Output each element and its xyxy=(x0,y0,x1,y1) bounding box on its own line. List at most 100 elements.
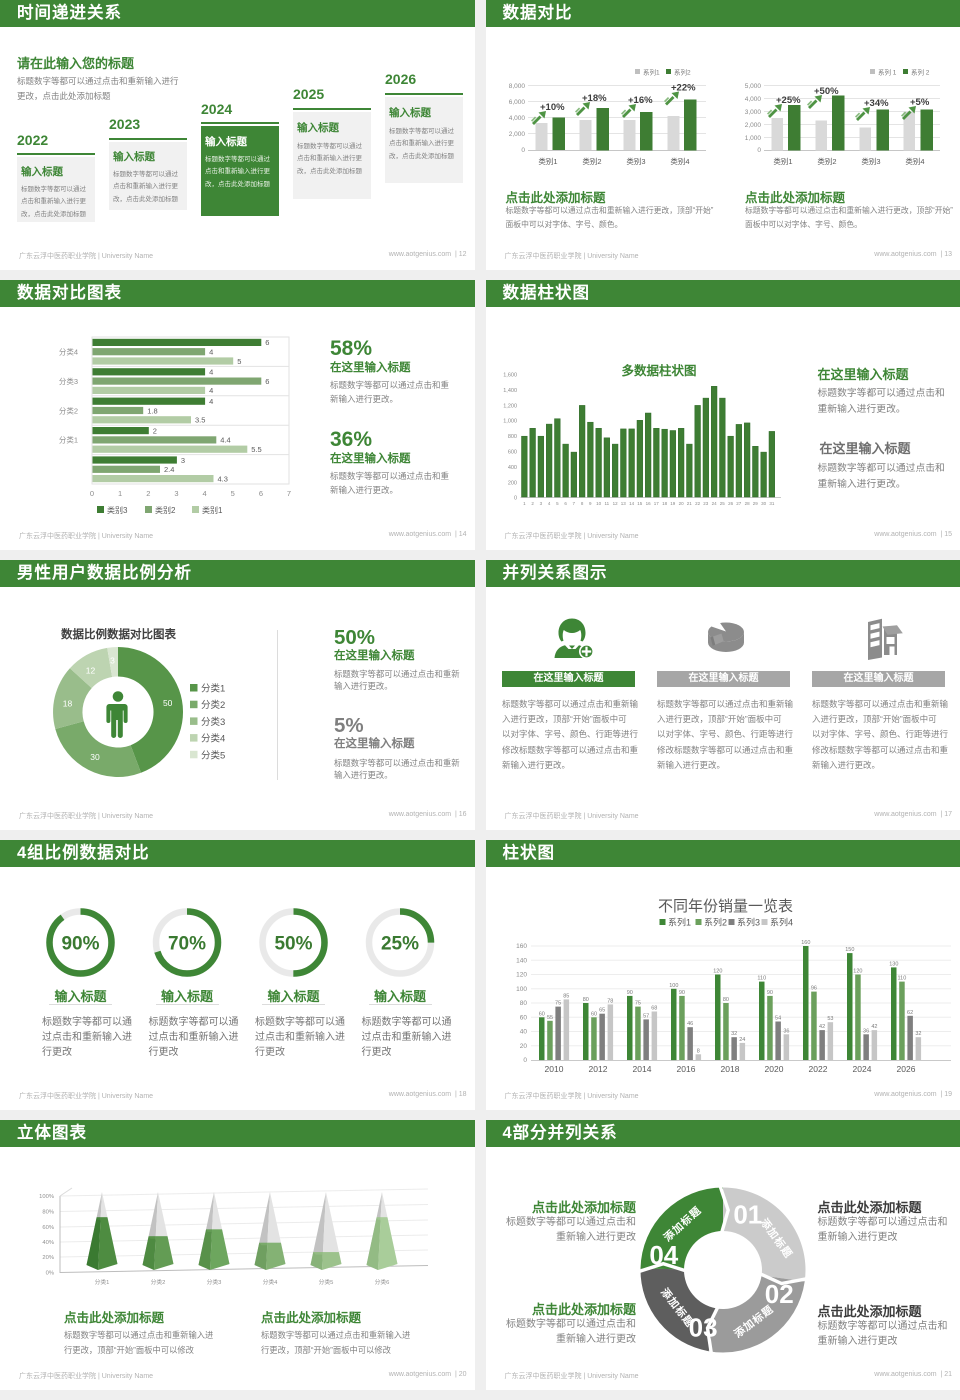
svg-text:4.3: 4.3 xyxy=(218,474,228,483)
svg-text:36: 36 xyxy=(783,1028,789,1034)
svg-text:6: 6 xyxy=(265,377,269,386)
svg-text:类别3: 类别3 xyxy=(107,505,128,515)
svg-text:60: 60 xyxy=(590,1011,596,1017)
svg-text:+18%: +18% xyxy=(582,93,607,104)
svg-text:1,000: 1,000 xyxy=(503,419,517,425)
svg-text:8,000: 8,000 xyxy=(508,83,525,90)
svg-text:7: 7 xyxy=(287,489,291,498)
svg-text:3.5: 3.5 xyxy=(195,416,205,425)
svg-text:分类5: 分类5 xyxy=(319,1278,334,1286)
svg-text:400: 400 xyxy=(507,465,516,471)
svg-text:12: 12 xyxy=(612,501,618,506)
svg-text:50%: 50% xyxy=(274,934,312,955)
svg-text:85: 85 xyxy=(563,993,569,999)
svg-text:5: 5 xyxy=(237,357,241,366)
svg-text:32: 32 xyxy=(915,1031,921,1037)
svg-text:类别4: 类别4 xyxy=(905,156,924,166)
svg-text:42: 42 xyxy=(871,1024,877,1030)
svg-text:类别2: 类别2 xyxy=(582,156,601,166)
svg-text:100%: 100% xyxy=(39,1194,54,1200)
svg-text:600: 600 xyxy=(507,450,516,456)
svg-text:24: 24 xyxy=(711,501,717,506)
svg-text:系列2: 系列2 xyxy=(674,68,691,77)
svg-text:57: 57 xyxy=(643,1013,649,1019)
svg-text:系列 1: 系列 1 xyxy=(878,68,897,77)
svg-text:0: 0 xyxy=(757,147,761,154)
svg-text:分类2: 分类2 xyxy=(151,1278,166,1286)
svg-text:分类3: 分类3 xyxy=(207,1278,222,1286)
svg-text:5.5: 5.5 xyxy=(251,445,261,454)
svg-text:1: 1 xyxy=(118,489,122,498)
svg-text:62: 62 xyxy=(907,1010,913,1016)
svg-text:0: 0 xyxy=(90,489,94,498)
svg-text:120: 120 xyxy=(713,969,722,975)
svg-text:24: 24 xyxy=(739,1037,745,1043)
svg-text:46: 46 xyxy=(687,1021,693,1027)
svg-text:3,000: 3,000 xyxy=(744,109,761,116)
svg-text:分类6: 分类6 xyxy=(375,1278,390,1286)
svg-text:6,000: 6,000 xyxy=(508,99,525,106)
svg-text:2020: 2020 xyxy=(764,1064,783,1074)
svg-text:80%: 80% xyxy=(42,1210,54,1216)
svg-text:5: 5 xyxy=(556,501,559,506)
svg-text:14: 14 xyxy=(629,501,635,506)
svg-text:32: 32 xyxy=(731,1031,737,1037)
svg-text:20: 20 xyxy=(678,501,684,506)
svg-text:80: 80 xyxy=(519,1000,527,1007)
svg-text:+22%: +22% xyxy=(671,83,696,94)
svg-text:系列 2: 系列 2 xyxy=(911,68,930,77)
svg-text:系列4: 系列4 xyxy=(770,917,793,928)
svg-text:10: 10 xyxy=(596,501,602,506)
svg-text:分类4: 分类4 xyxy=(201,733,225,745)
svg-text:90: 90 xyxy=(678,990,684,996)
svg-text:150: 150 xyxy=(845,947,854,953)
svg-text:系列1: 系列1 xyxy=(668,917,691,928)
svg-text:2022: 2022 xyxy=(808,1064,827,1074)
svg-text:1.8: 1.8 xyxy=(147,406,157,415)
svg-text:4: 4 xyxy=(209,348,213,357)
svg-text:2: 2 xyxy=(146,489,150,498)
svg-text:68: 68 xyxy=(651,1006,657,1012)
svg-text:20%: 20% xyxy=(42,1255,54,1261)
svg-text:28: 28 xyxy=(744,501,750,506)
svg-text:60%: 60% xyxy=(42,1225,54,1231)
svg-text:12: 12 xyxy=(86,666,96,676)
svg-text:40: 40 xyxy=(519,1029,527,1036)
svg-text:分类5: 分类5 xyxy=(201,749,225,761)
svg-text:3: 3 xyxy=(110,656,115,666)
svg-text:65: 65 xyxy=(599,1008,605,1014)
svg-text:6: 6 xyxy=(259,489,263,498)
svg-text:140: 140 xyxy=(516,957,527,964)
svg-text:分类1: 分类1 xyxy=(201,683,225,695)
svg-text:78: 78 xyxy=(607,998,613,1004)
svg-text:29: 29 xyxy=(752,501,758,506)
svg-text:04: 04 xyxy=(649,1240,678,1270)
svg-text:200: 200 xyxy=(507,480,516,486)
svg-text:2: 2 xyxy=(531,501,534,506)
svg-text:0: 0 xyxy=(513,496,516,502)
svg-text:30: 30 xyxy=(90,752,100,762)
svg-text:21: 21 xyxy=(686,501,692,506)
svg-text:55: 55 xyxy=(546,1015,552,1021)
svg-text:1,600: 1,600 xyxy=(503,373,517,379)
svg-text:类别2: 类别2 xyxy=(155,505,176,515)
svg-text:分类4: 分类4 xyxy=(263,1278,279,1286)
svg-text:分类3: 分类3 xyxy=(201,716,225,728)
svg-text:17: 17 xyxy=(653,501,659,506)
svg-text:7: 7 xyxy=(572,501,575,506)
svg-text:6: 6 xyxy=(564,501,567,506)
svg-text:25%: 25% xyxy=(381,934,419,955)
svg-text:分类1: 分类1 xyxy=(59,435,78,445)
svg-text:42: 42 xyxy=(819,1024,825,1030)
svg-text:类别3: 类别3 xyxy=(626,156,645,166)
svg-text:90%: 90% xyxy=(61,934,99,955)
svg-text:70%: 70% xyxy=(168,934,206,955)
svg-text:+5%: +5% xyxy=(910,97,930,108)
svg-text:4: 4 xyxy=(209,386,213,395)
svg-text:分类1: 分类1 xyxy=(95,1278,110,1286)
svg-text:4,000: 4,000 xyxy=(508,115,525,122)
svg-text:4: 4 xyxy=(203,489,207,498)
svg-text:80: 80 xyxy=(722,997,728,1003)
svg-text:1,200: 1,200 xyxy=(503,403,517,409)
svg-text:6: 6 xyxy=(265,338,269,347)
